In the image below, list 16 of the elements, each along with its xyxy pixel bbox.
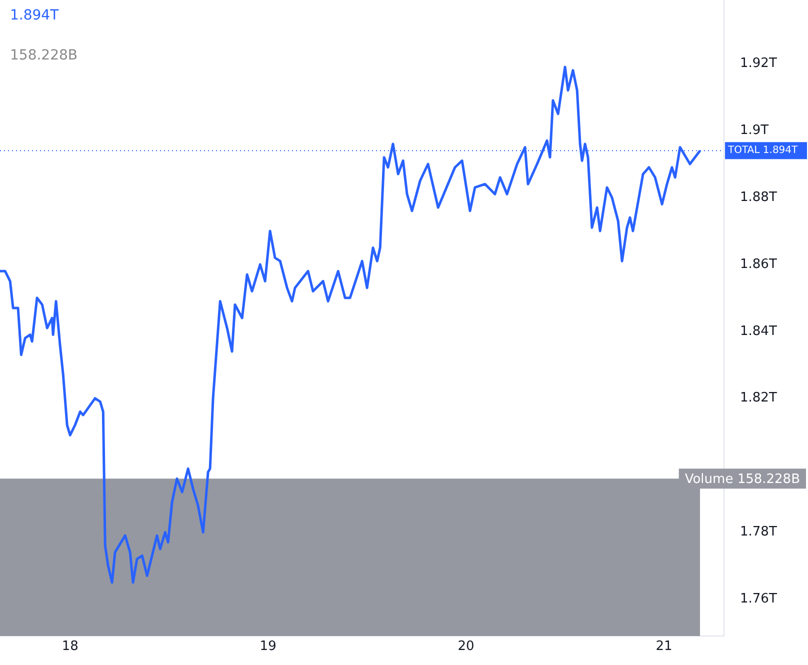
y-tick-label: 1.84T bbox=[740, 324, 777, 339]
y-tick-label: 1.78T bbox=[740, 524, 777, 540]
y-tick-label: 1.82T bbox=[740, 390, 777, 406]
x-tick-label: 19 bbox=[260, 639, 276, 654]
x-tick-label: 20 bbox=[458, 639, 474, 654]
annotation: 1.894T bbox=[10, 8, 60, 24]
y-tick-label: 1.9T bbox=[740, 122, 769, 138]
y-tick-label: 1.86T bbox=[740, 256, 777, 272]
y-tick-label: 1.92T bbox=[740, 56, 777, 71]
x-tick-label: 18 bbox=[62, 639, 78, 654]
ref-line-label: TOTAL 1.894T bbox=[727, 145, 799, 156]
annotation: 158.228B bbox=[10, 48, 78, 64]
x-tick-label: 21 bbox=[656, 639, 672, 654]
y-tick-label: 1.88T bbox=[740, 190, 777, 205]
band-label: Volume 158.228B bbox=[684, 472, 800, 488]
y-tick-label: 1.76T bbox=[740, 592, 777, 607]
